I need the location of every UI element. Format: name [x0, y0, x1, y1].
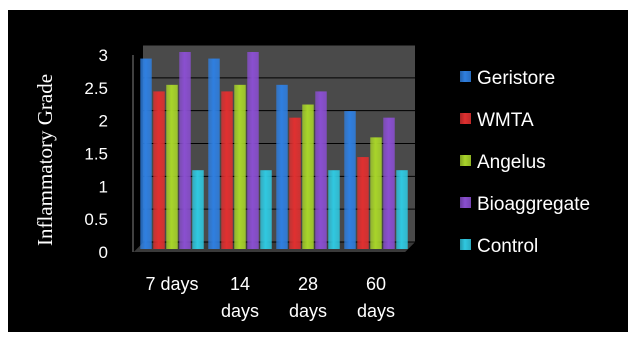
y-tick-label: 3 — [99, 46, 108, 65]
bar-angelus-3 — [370, 137, 382, 249]
y-tick-label: 1 — [99, 177, 108, 196]
legend-swatch-control — [460, 239, 471, 250]
x-tick-label: 7 days — [145, 274, 198, 294]
legend-swatch-wmta — [460, 113, 471, 124]
y-tick-label: 2 — [99, 112, 108, 131]
bar-control-2 — [328, 170, 340, 249]
bar-wmta-3 — [357, 157, 369, 249]
x-tick-label: 28 — [298, 274, 318, 294]
bar-angelus-2 — [302, 104, 314, 250]
y-tick-label: 0.5 — [84, 210, 108, 229]
bar-wmta-0 — [153, 91, 165, 250]
bar-geristore-3 — [344, 111, 356, 249]
bar-bioaggregate-0 — [179, 52, 191, 249]
bar-geristore-2 — [276, 84, 288, 249]
gridline-diag — [132, 44, 144, 56]
x-tick-label: days — [289, 301, 327, 321]
bar-bioaggregate-2 — [315, 91, 327, 250]
bar-bioaggregate-1 — [247, 52, 259, 249]
legend-swatch-geristore — [460, 71, 471, 82]
bar-control-1 — [260, 170, 272, 249]
legend-label-control: Control — [477, 236, 538, 257]
y-tick-label: 2.5 — [84, 79, 108, 98]
legend-label-angelus: Angelus — [477, 152, 546, 173]
bar-angelus-1 — [234, 84, 246, 249]
x-tick-label: days — [221, 301, 259, 321]
x-tick-label: days — [357, 301, 395, 321]
legend-label-wmta: WMTA — [477, 110, 534, 131]
x-tick-label: 60 — [366, 274, 386, 294]
x-tick-label: 14 — [230, 274, 250, 294]
bar-angelus-0 — [166, 84, 178, 249]
bar-wmta-1 — [221, 91, 233, 250]
y-tick-label: 0 — [99, 243, 108, 262]
legend-swatch-angelus — [460, 155, 471, 166]
legend-swatch-bioaggregate — [460, 197, 471, 208]
bar-bioaggregate-3 — [383, 117, 395, 250]
y-tick-label: 1.5 — [84, 145, 108, 164]
bar-geristore-1 — [208, 58, 220, 249]
legend-label-bioaggregate: Bioaggregate — [477, 194, 590, 215]
legend-label-geristore: Geristore — [477, 68, 555, 89]
bar-wmta-2 — [289, 117, 301, 250]
y-axis-title: Inflammatory Grade — [33, 74, 57, 246]
bar-control-0 — [192, 170, 204, 249]
bar-geristore-0 — [140, 58, 152, 249]
bar-control-3 — [396, 170, 408, 249]
